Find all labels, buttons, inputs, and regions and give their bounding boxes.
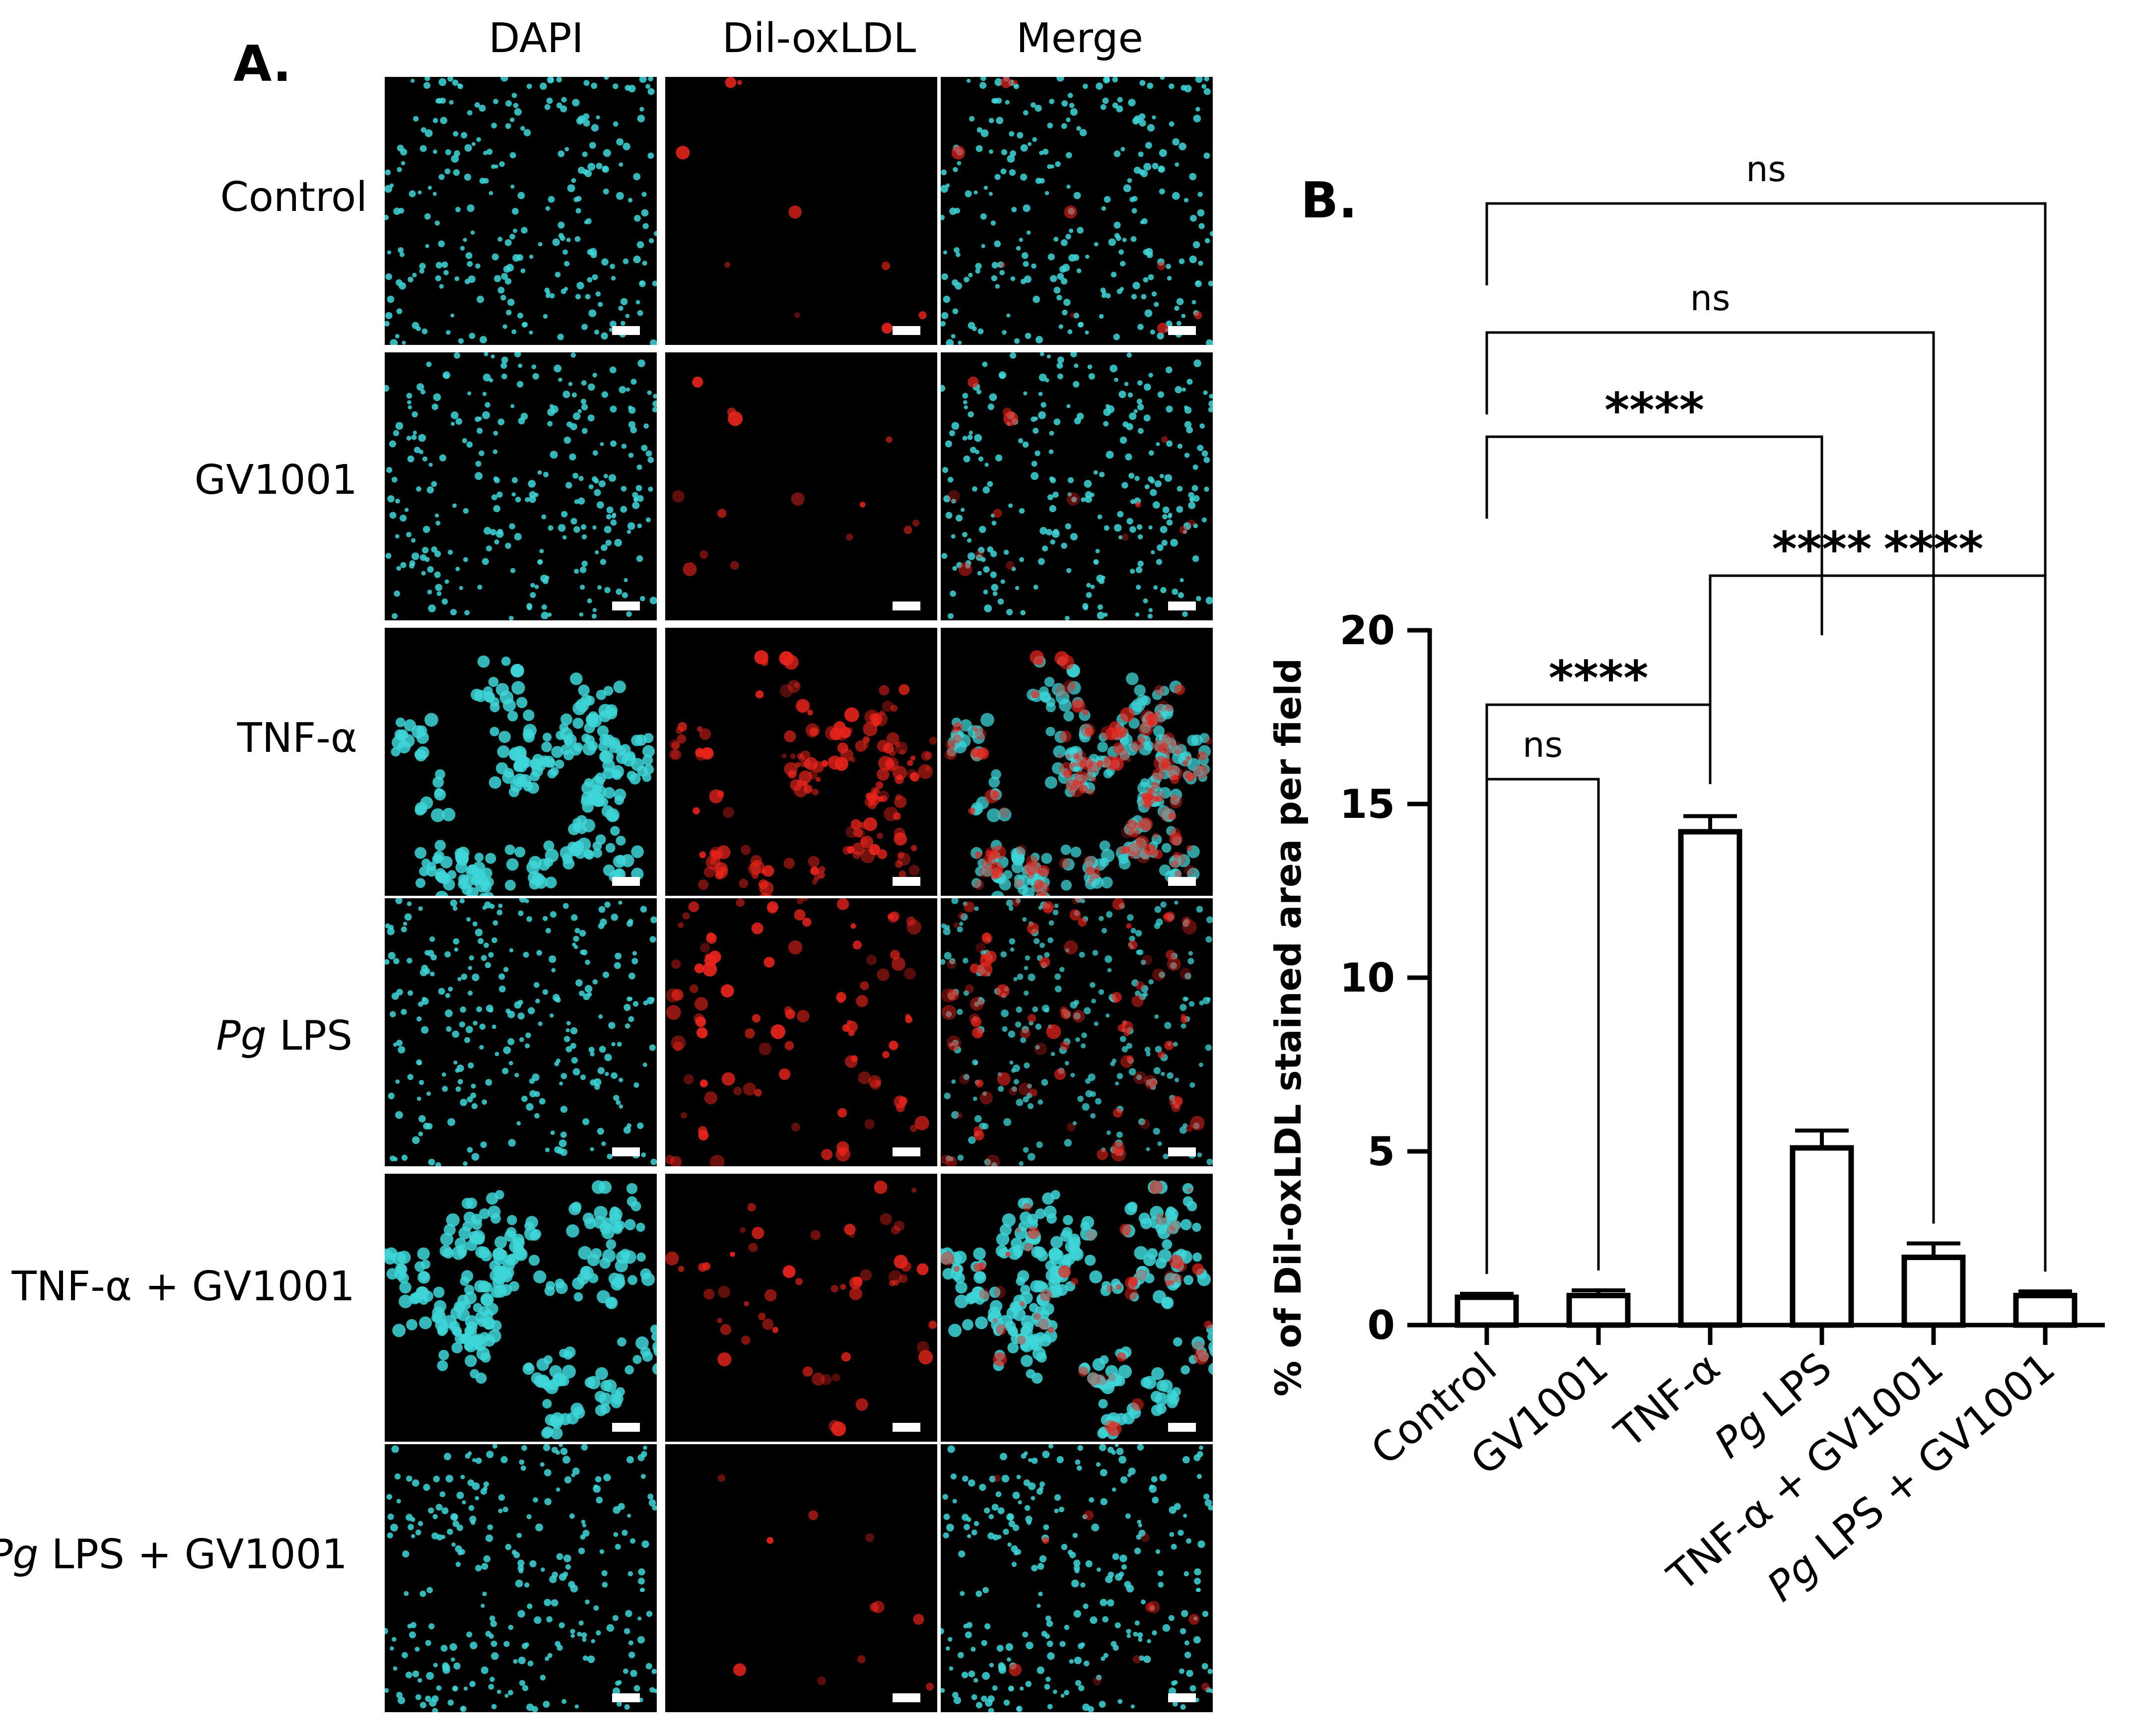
significance-label: ****	[1604, 383, 1704, 438]
significance-bracket	[1485, 202, 2047, 1272]
y-axis-label: % of Dil-oxLDL stained area per field	[1267, 658, 1309, 1397]
y-tick-label: 10	[1340, 955, 1395, 1001]
scale-bar	[1168, 601, 1196, 610]
significance-label: ns	[1690, 278, 1731, 319]
micrograph-merge	[941, 77, 1213, 345]
significance-label: ns	[1746, 149, 1786, 190]
y-axis: 0 5 10 15 20	[1340, 607, 2105, 1348]
scale-bar	[612, 326, 640, 335]
scale-bar	[893, 601, 920, 610]
y-tick-label: 15	[1340, 781, 1395, 827]
y-tick-label: 5	[1367, 1129, 1395, 1175]
significance-bracket	[1485, 778, 1600, 1274]
bar-1	[1566, 1293, 1631, 1328]
micrograph-dil-oxldl	[665, 1444, 937, 1712]
scale-bar	[893, 1147, 920, 1156]
micrograph-dapi	[385, 1174, 657, 1442]
significance-bracket	[1485, 435, 1823, 586]
scale-bar	[612, 877, 640, 886]
significance-bracket	[1709, 574, 1935, 1224]
scale-bar	[893, 1693, 920, 1702]
row-label-gv1001: GV1001	[194, 457, 357, 504]
row-label-pg-lps-gv1001: Pg LPS + GV1001	[0, 1531, 347, 1578]
micrograph-dapi	[385, 628, 657, 896]
bar-5	[2013, 1293, 2078, 1328]
micrograph-dapi	[385, 1444, 657, 1712]
micrograph-dil-oxldl	[665, 352, 937, 620]
panel-b-letter: B.	[1301, 171, 1358, 229]
micrograph-dil-oxldl	[665, 898, 937, 1166]
y-tick-label: 0	[1367, 1302, 1395, 1348]
scale-bar	[612, 1147, 640, 1156]
scale-bar	[893, 326, 920, 335]
scale-bar	[893, 1423, 920, 1432]
scale-bar	[1168, 326, 1196, 335]
micrograph-merge	[941, 898, 1213, 1166]
scale-bar	[1168, 1147, 1196, 1156]
scale-bar	[612, 1693, 640, 1702]
x-tick-label-2: TNF-α	[1606, 1344, 1729, 1458]
bar-3	[1790, 1145, 1854, 1328]
scale-bar	[1168, 1693, 1196, 1702]
micrograph-merge	[941, 628, 1213, 896]
micrograph-dapi	[385, 898, 657, 1166]
micrograph-merge	[941, 1444, 1213, 1712]
scale-bar	[612, 1423, 640, 1432]
row-label-tnf-alpha-gv1001: TNF-α + GV1001	[11, 1263, 355, 1310]
scale-bar	[1168, 1423, 1196, 1432]
y-tick-label: 20	[1340, 607, 1395, 654]
micrograph-dapi	[385, 77, 657, 345]
bar-2	[1678, 829, 1742, 1328]
significance-label: ns	[1523, 725, 1563, 765]
micrograph-merge	[941, 352, 1213, 620]
micrograph-merge	[941, 1174, 1213, 1442]
bar-4	[1901, 1255, 1966, 1328]
significance-bracket	[1485, 703, 1712, 787]
row-label-control: Control	[220, 174, 367, 221]
micrograph-dil-oxldl	[665, 628, 937, 896]
row-label-tnf-alpha: TNF-α	[237, 715, 357, 762]
row-label-pg-lps: Pg LPS	[216, 1012, 352, 1060]
scale-bar	[893, 877, 920, 886]
panel-a-letter: A.	[233, 35, 292, 93]
significance-label: ****	[1549, 651, 1649, 706]
bar-0	[1455, 1294, 1519, 1328]
column-header-dil-oxldl: Dil-oxLDL	[722, 15, 916, 62]
scale-bar	[612, 601, 640, 610]
micrograph-dil-oxldl	[665, 1174, 937, 1442]
scale-bar	[1168, 877, 1196, 886]
column-header-merge: Merge	[1016, 15, 1143, 62]
micrograph-dil-oxldl	[665, 77, 937, 345]
significance-bracket	[1485, 331, 1935, 1224]
column-header-dapi: DAPI	[488, 15, 584, 62]
bars	[1455, 814, 2078, 1345]
micrograph-dapi	[385, 352, 657, 620]
